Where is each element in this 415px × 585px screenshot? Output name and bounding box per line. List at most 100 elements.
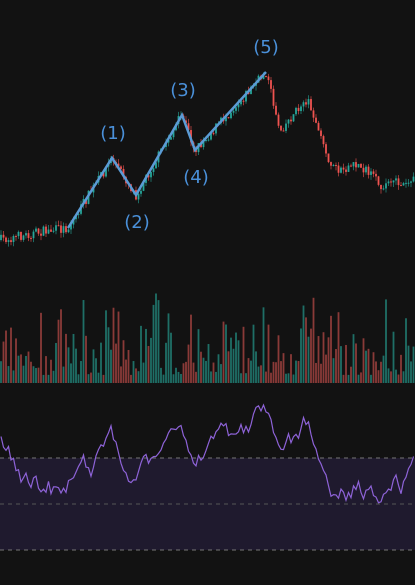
volume-bar <box>150 337 152 383</box>
candle-body <box>140 190 142 194</box>
candle-body <box>35 228 37 232</box>
volume-bar <box>357 374 360 383</box>
candle-body <box>142 182 145 191</box>
volume-bar <box>202 357 205 383</box>
volume-bar <box>227 351 230 383</box>
candle-body <box>117 163 120 167</box>
candle-body <box>0 234 2 240</box>
volume-bar <box>370 374 372 383</box>
candle-body <box>390 181 392 183</box>
candle-body <box>225 117 227 122</box>
candle-body <box>210 133 212 140</box>
candle-body <box>272 88 275 106</box>
volume-bar <box>27 351 30 383</box>
candle-body <box>120 166 122 169</box>
volume-bar <box>20 354 22 383</box>
volume-bar <box>360 372 362 383</box>
volume-bar <box>365 350 367 383</box>
volume-bar <box>72 333 75 383</box>
candle-body <box>60 225 62 233</box>
volume-bar <box>100 342 102 383</box>
volume-bar <box>205 360 207 383</box>
volume-bar <box>200 351 202 383</box>
volume-bar <box>372 352 375 383</box>
candle-body <box>285 123 287 131</box>
volume-bar <box>50 359 52 383</box>
candle-body <box>237 104 240 108</box>
volume-bar <box>247 358 250 383</box>
volume-bar <box>232 348 235 383</box>
volume-bar <box>160 367 162 383</box>
candle-body <box>397 178 400 186</box>
volume-bar <box>52 370 55 383</box>
volume-bar <box>102 374 105 383</box>
volume-bar <box>55 342 57 383</box>
volume-bar <box>245 373 247 383</box>
volume-bar <box>377 370 380 383</box>
volume-bar <box>10 327 12 383</box>
volume-bar <box>275 362 277 383</box>
volume-bar <box>5 330 7 383</box>
volume-bar <box>285 373 287 383</box>
volume-bar <box>380 361 382 383</box>
candle-body <box>27 233 30 238</box>
candle-body <box>342 167 345 170</box>
volume-bar <box>7 366 10 383</box>
candle-body <box>170 137 172 140</box>
candle-body <box>232 110 235 113</box>
candle-body <box>10 240 12 243</box>
candle-body <box>72 219 75 225</box>
candle-body <box>267 76 270 81</box>
candle-body <box>380 184 382 190</box>
volume-bar <box>112 307 115 383</box>
wave-label: (1) <box>100 123 126 144</box>
candle-body <box>347 165 350 172</box>
candle-body <box>172 130 175 138</box>
volume-bar <box>65 333 67 383</box>
candle-body <box>185 120 187 124</box>
candle-body <box>357 163 360 168</box>
volume-bar <box>382 355 385 383</box>
volume-bar <box>162 374 165 383</box>
rsi-panel <box>0 403 415 551</box>
candle-body <box>37 228 40 234</box>
volume-bar <box>412 346 415 383</box>
candle-body <box>152 168 155 172</box>
volume-bar <box>322 332 325 383</box>
volume-bar <box>190 314 192 383</box>
volume-bar <box>115 343 117 383</box>
candle-body <box>287 119 290 124</box>
candle-body <box>360 163 362 168</box>
candle-body <box>395 178 397 181</box>
candle-body <box>310 99 312 111</box>
candle-body <box>345 169 347 172</box>
volume-bar <box>15 338 17 383</box>
volume-bar <box>70 363 72 383</box>
candle-body <box>405 182 407 184</box>
volume-bar <box>182 363 185 383</box>
volume-bar <box>35 368 37 383</box>
volume-bar <box>212 362 215 383</box>
candle-body <box>340 167 342 173</box>
candle-body <box>305 102 307 105</box>
volume-bar <box>240 373 242 383</box>
candle-body <box>370 171 372 175</box>
volume-bar <box>335 349 337 383</box>
volume-bar <box>2 341 5 383</box>
volume-bar <box>165 342 167 383</box>
volume-bar <box>80 361 82 383</box>
candle-body <box>155 162 157 169</box>
volume-bar <box>320 363 322 383</box>
candle-body <box>250 86 252 95</box>
volume-bar <box>362 338 365 383</box>
candle-body <box>412 176 415 182</box>
volume-bar <box>60 309 62 383</box>
volume-bar <box>207 344 210 383</box>
candle-body <box>382 188 385 190</box>
volume-bar <box>385 299 387 383</box>
volume-bar <box>367 348 370 383</box>
wave-label: (2) <box>124 212 150 233</box>
volume-bar <box>290 354 292 383</box>
volume-bar <box>130 374 132 383</box>
